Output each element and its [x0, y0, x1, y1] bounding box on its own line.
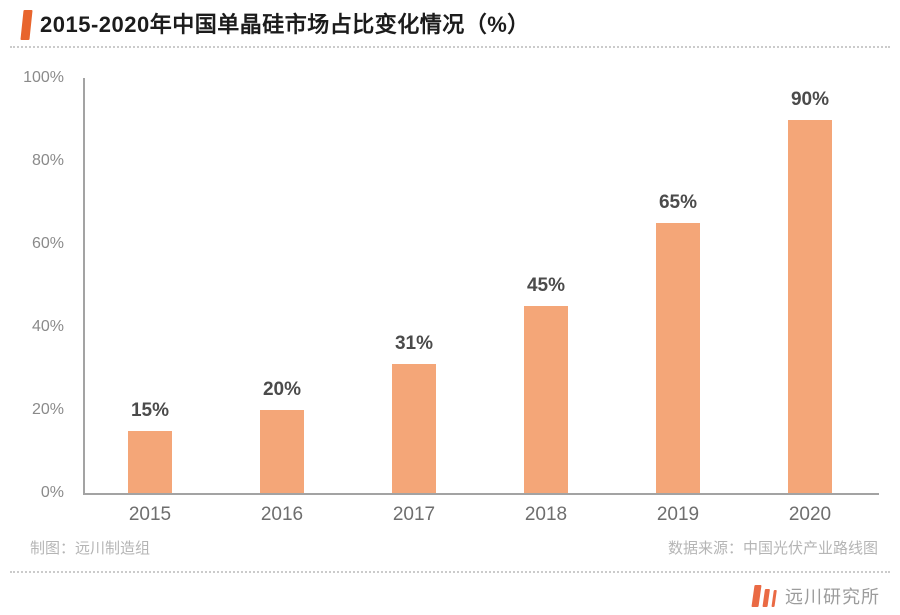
- brand-name: 远川研究所: [785, 587, 880, 607]
- bar: [260, 410, 304, 493]
- x-tick-label: 2018: [524, 504, 568, 525]
- y-axis-line: [83, 78, 85, 493]
- x-axis-line: [83, 493, 879, 495]
- source-text: 数据来源：中国光伏产业路线图: [667, 540, 878, 557]
- credit-text: 制图：远川制造组: [30, 540, 151, 557]
- x-tick-label: 2020: [788, 504, 832, 525]
- y-tick-label: 60%: [31, 235, 64, 252]
- bar-value-label: 90%: [790, 88, 830, 110]
- bar: [128, 430, 172, 493]
- bar: [788, 119, 832, 493]
- y-tick-label: 80%: [31, 152, 64, 169]
- x-tick-label: 2016: [260, 504, 304, 525]
- bar: [656, 223, 700, 493]
- header-divider: [10, 46, 890, 48]
- y-tick-label: 100%: [23, 69, 64, 86]
- bar-value-label: 31%: [394, 333, 434, 355]
- brand-bar-3: [771, 590, 777, 607]
- x-tick-label: 2015: [128, 504, 172, 525]
- brand-logo: 远川研究所: [751, 583, 880, 609]
- y-tick-label: 20%: [31, 401, 64, 418]
- bar-value-label: 20%: [262, 379, 302, 400]
- bar: [524, 306, 568, 493]
- bar-value-label: 45%: [526, 275, 566, 297]
- footer-divider: [10, 571, 890, 573]
- chart-title: 2015-2020年中国单晶硅市场占比变化情况（%）: [40, 12, 530, 37]
- x-tick-label: 2017: [392, 504, 436, 525]
- title-accent-bar-icon: [20, 10, 33, 40]
- y-tick-label: 40%: [31, 318, 64, 335]
- bar-value-label: 65%: [658, 192, 698, 214]
- x-tick-label: 2019: [656, 504, 700, 525]
- brand-bar-2: [762, 589, 770, 607]
- bar: [392, 364, 436, 493]
- brand-bars-icon: [751, 585, 777, 607]
- bar-value-label: 15%: [130, 399, 170, 421]
- brand-bar-1: [751, 585, 762, 607]
- y-tick-label: 0%: [40, 484, 64, 501]
